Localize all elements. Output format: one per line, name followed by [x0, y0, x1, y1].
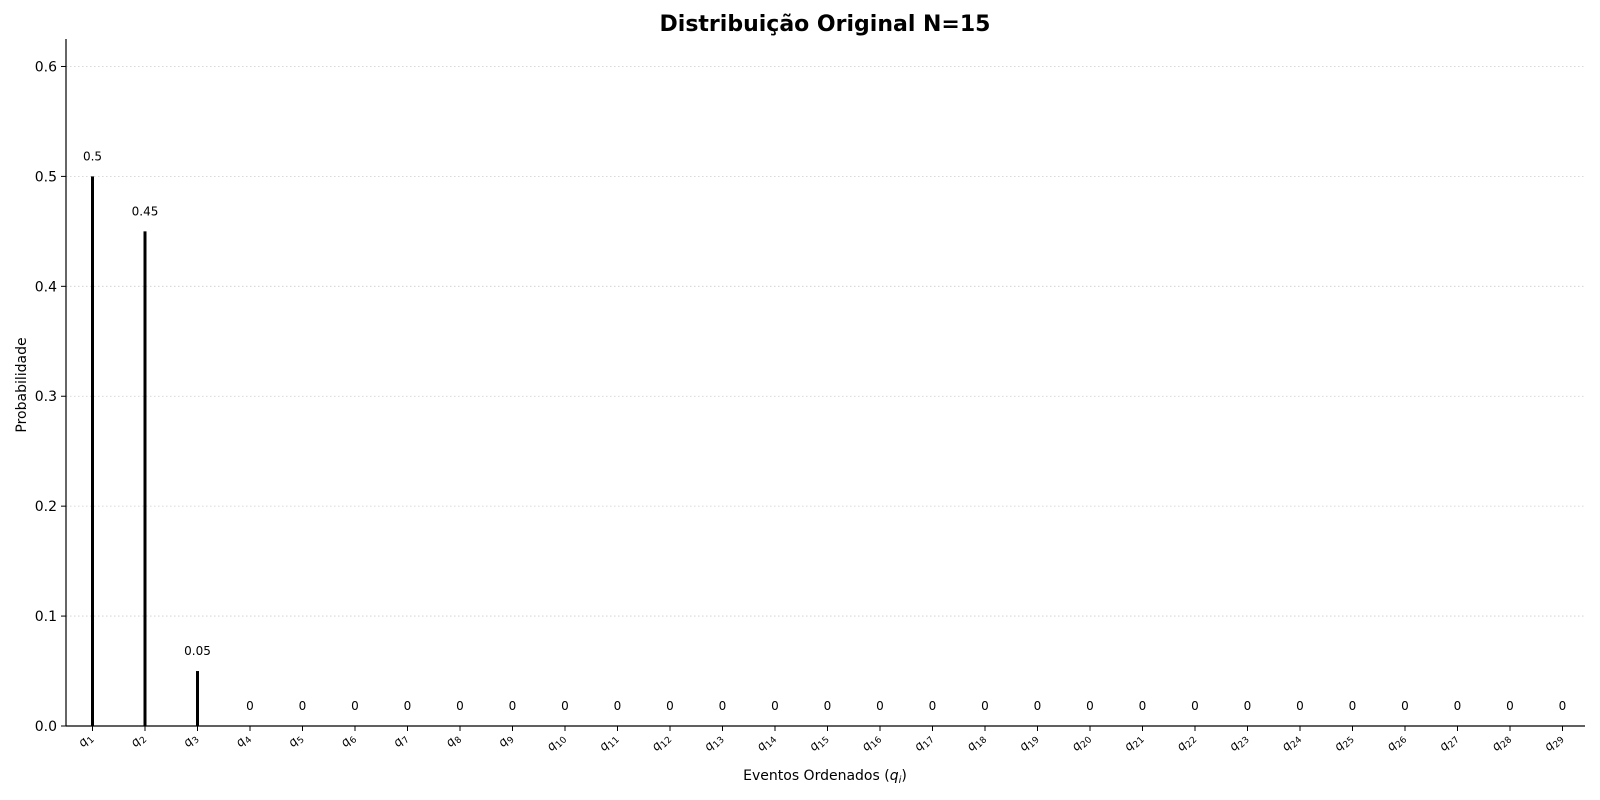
- axes: [65, 39, 1585, 727]
- data-label-q11: 0: [614, 699, 622, 713]
- bars: [91, 176, 199, 727]
- data-label-q7: 0: [404, 699, 412, 713]
- x-tick-label-q10: q10: [544, 730, 570, 756]
- x-tick-label-q12: q12: [649, 730, 675, 756]
- data-label-q28: 0: [1506, 699, 1514, 713]
- x-tick-label-q17: q17: [911, 730, 937, 756]
- data-label-q9: 0: [509, 699, 517, 713]
- bar-q3: [196, 671, 199, 726]
- y-tick-label: 0.0: [35, 719, 57, 735]
- x-tick-label-q29: q29: [1541, 730, 1567, 756]
- grid-lines: [66, 66, 1585, 617]
- x-tick-label-q24: q24: [1279, 730, 1305, 756]
- x-tick-label-q7: q7: [390, 730, 411, 751]
- y-tick-label: 0.2: [35, 499, 57, 515]
- bar-q1: [91, 176, 94, 726]
- x-tick-label-q13: q13: [701, 730, 727, 756]
- y-axis-label: Probabilidade: [14, 337, 30, 432]
- x-axis-ticks: q1 q2 q3 q4 q5 q6 q7 q8 q9 q10 q11 q12 q13 q14 q15 q16 q…: [75, 726, 1567, 756]
- data-label-q13: 0: [719, 699, 727, 713]
- data-labels: 0.5 0.45 0.05 0 0 0 0 0 0 0 0 0 0 0 0 0 0 0 0 0 0 0 0 0 0 0 0 0 0: [83, 149, 1566, 713]
- x-axis-label: Eventos Ordenados (qi): [743, 768, 907, 786]
- x-tick-label-q6: q6: [338, 730, 360, 752]
- x-tick-label-q25: q25: [1331, 730, 1357, 756]
- x-tick-label-q22: q22: [1174, 730, 1200, 756]
- data-label-q20: 0: [1086, 699, 1094, 713]
- data-label-q27: 0: [1454, 699, 1462, 713]
- chart-title: Distribuição Original N=15: [660, 12, 991, 37]
- x-tick-label-q9: q9: [495, 730, 517, 752]
- y-tick-label: 0.3: [35, 389, 57, 405]
- x-tick-label-q8: q8: [443, 730, 465, 752]
- data-label-q29: 0: [1559, 699, 1567, 713]
- data-label-q23: 0: [1244, 699, 1252, 713]
- x-tick-label-q2: q2: [128, 730, 149, 751]
- data-label-q4: 0: [246, 699, 254, 713]
- x-tick-label-q23: q23: [1226, 730, 1252, 756]
- x-tick-label-q4: q4: [233, 730, 255, 752]
- data-label-q17: 0: [929, 699, 937, 713]
- x-axis-label-var: q: [890, 768, 899, 784]
- y-tick-label: 0.4: [35, 279, 57, 295]
- data-label-q12: 0: [666, 699, 674, 713]
- data-label-q5: 0: [299, 699, 307, 713]
- data-label-q26: 0: [1401, 699, 1409, 713]
- data-label-q6: 0: [351, 699, 359, 713]
- x-axis-label-sub: i: [899, 775, 902, 786]
- x-tick-label-q3: q3: [180, 730, 201, 751]
- x-tick-label-q11: q11: [596, 730, 622, 756]
- x-tick-label-q27: q27: [1436, 730, 1462, 756]
- x-axis-label-text: Eventos Ordenados: [743, 768, 880, 784]
- data-label-q16: 0: [876, 699, 884, 713]
- x-tick-label-q28: q28: [1489, 730, 1515, 756]
- x-tick-label-q18: q18: [964, 730, 990, 756]
- data-label-q1: 0.5: [83, 149, 102, 163]
- x-tick-label-q26: q26: [1384, 730, 1410, 756]
- data-label-q22: 0: [1191, 699, 1199, 713]
- x-tick-label-q21: q21: [1121, 730, 1147, 756]
- data-label-q25: 0: [1349, 699, 1357, 713]
- x-tick-label-q14: q14: [754, 730, 780, 756]
- y-tick-label: 0.1: [35, 609, 57, 625]
- x-tick-label-q19: q19: [1016, 730, 1042, 756]
- data-label-q2: 0.45: [132, 204, 159, 218]
- data-label-q14: 0: [771, 699, 779, 713]
- data-label-q19: 0: [1034, 699, 1042, 713]
- data-label-q24: 0: [1296, 699, 1304, 713]
- y-axis-ticks: 0.0 0.1 0.2 0.3 0.4 0.5 0.6: [35, 59, 66, 735]
- data-label-q8: 0: [456, 699, 464, 713]
- x-tick-label-q5: q5: [285, 730, 306, 751]
- data-label-q3: 0.05: [184, 644, 211, 658]
- data-label-q21: 0: [1139, 699, 1147, 713]
- data-label-q15: 0: [824, 699, 832, 713]
- y-tick-label: 0.5: [35, 169, 57, 185]
- data-label-q18: 0: [981, 699, 989, 713]
- x-tick-label-q1: q1: [75, 730, 96, 751]
- y-tick-label: 0.6: [35, 59, 57, 75]
- x-tick-label-q20: q20: [1069, 730, 1095, 756]
- x-tick-label-q15: q15: [806, 730, 832, 756]
- x-tick-label-q16: q16: [859, 730, 885, 756]
- data-label-q10: 0: [561, 699, 569, 713]
- bar-q2: [143, 231, 147, 727]
